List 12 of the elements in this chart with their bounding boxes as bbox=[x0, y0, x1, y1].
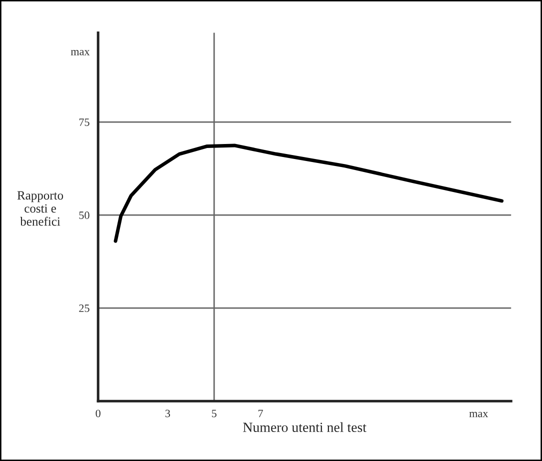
y-tick-label: 50 bbox=[79, 212, 90, 220]
y-tick-label: max bbox=[70, 50, 90, 56]
y-tick-label: 75 bbox=[79, 118, 90, 126]
x-tick-label: 7 bbox=[258, 410, 263, 418]
x-axis-title: Numero utenti nel test bbox=[243, 422, 366, 432]
x-tick-label: max bbox=[469, 412, 488, 418]
x-tick-label: 0 bbox=[96, 410, 100, 418]
x-tick-label: 3 bbox=[165, 410, 170, 418]
y-tick-label: 25 bbox=[79, 304, 90, 312]
line-series bbox=[114, 144, 504, 243]
y-axis-title: Rapporto costi e benefici bbox=[17, 191, 64, 226]
x-tick-label: 5 bbox=[212, 410, 216, 418]
